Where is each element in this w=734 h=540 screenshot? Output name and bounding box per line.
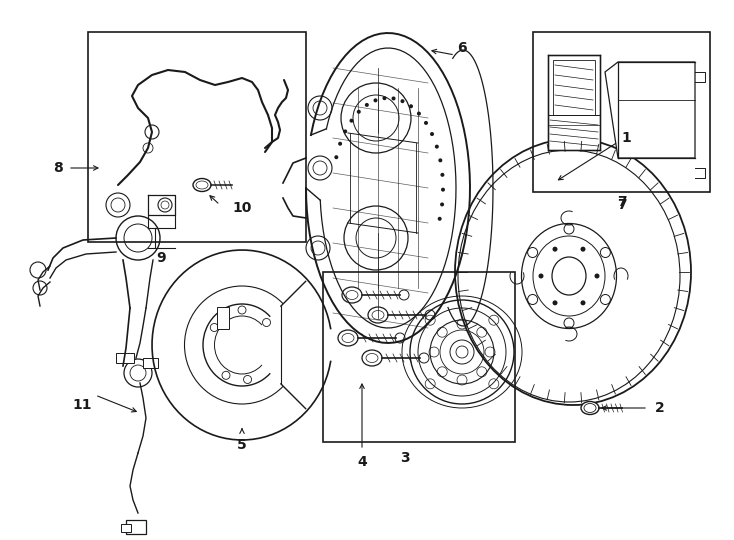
Circle shape (437, 217, 442, 221)
Text: 8: 8 (53, 161, 63, 175)
Text: 1: 1 (621, 131, 631, 145)
Circle shape (440, 202, 444, 206)
Bar (116, 353, 134, 363)
Circle shape (440, 173, 444, 177)
Bar (323, 272, 515, 442)
Circle shape (344, 130, 347, 133)
Bar (217, 307, 229, 329)
Ellipse shape (193, 179, 211, 192)
Bar (143, 358, 158, 368)
Text: 9: 9 (156, 251, 166, 265)
Circle shape (401, 99, 404, 103)
Circle shape (425, 310, 435, 320)
Circle shape (365, 103, 369, 107)
Ellipse shape (342, 287, 362, 303)
Text: 5: 5 (237, 438, 247, 452)
Bar (126, 520, 146, 534)
Bar (553, 60, 595, 115)
Circle shape (553, 300, 558, 305)
Circle shape (581, 247, 586, 252)
Text: 4: 4 (357, 455, 367, 469)
Text: 3: 3 (400, 451, 410, 465)
Text: 2: 2 (655, 401, 665, 415)
Circle shape (539, 273, 543, 279)
FancyBboxPatch shape (548, 55, 600, 150)
Text: 11: 11 (72, 398, 92, 412)
Circle shape (338, 141, 342, 146)
Polygon shape (605, 62, 695, 158)
Circle shape (395, 333, 405, 343)
Circle shape (349, 119, 354, 123)
Circle shape (435, 145, 439, 148)
Circle shape (382, 96, 387, 100)
Circle shape (417, 112, 421, 116)
Text: 7: 7 (617, 195, 627, 209)
Circle shape (334, 155, 338, 159)
Wedge shape (242, 280, 334, 410)
Circle shape (419, 353, 429, 363)
Circle shape (430, 132, 434, 136)
Ellipse shape (362, 350, 382, 366)
Circle shape (374, 98, 377, 103)
Text: 10: 10 (232, 201, 251, 215)
Circle shape (581, 300, 586, 305)
Bar (121, 524, 131, 532)
Circle shape (553, 247, 558, 252)
Circle shape (409, 104, 413, 108)
Bar (88, 32, 306, 242)
Text: 6: 6 (457, 41, 467, 55)
Circle shape (424, 121, 428, 125)
Circle shape (357, 110, 361, 114)
Circle shape (391, 97, 396, 100)
Text: 7: 7 (617, 198, 627, 212)
Circle shape (399, 290, 409, 300)
Circle shape (438, 158, 443, 163)
Circle shape (595, 273, 600, 279)
Ellipse shape (368, 307, 388, 323)
Bar (533, 32, 710, 192)
Ellipse shape (338, 330, 358, 346)
Circle shape (441, 188, 445, 192)
Ellipse shape (581, 402, 599, 415)
